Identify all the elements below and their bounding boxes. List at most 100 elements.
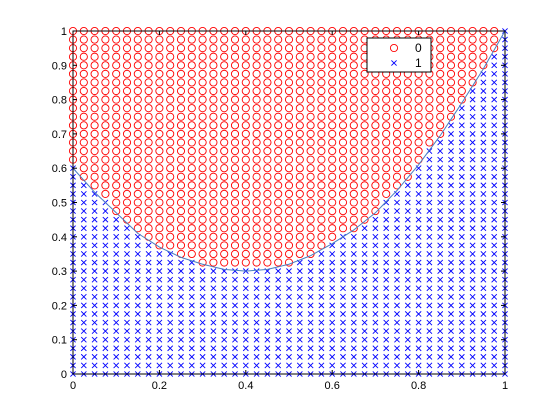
data-point-class-1 bbox=[458, 328, 465, 335]
data-point-class-1 bbox=[221, 362, 228, 369]
data-point-class-0 bbox=[328, 35, 337, 44]
data-point-class-1 bbox=[480, 199, 487, 206]
data-point-class-1 bbox=[437, 345, 444, 352]
data-point-class-0 bbox=[198, 104, 207, 113]
data-point-class-1 bbox=[178, 345, 184, 352]
data-point-class-1 bbox=[145, 242, 152, 249]
data-point-class-0 bbox=[166, 172, 175, 181]
data-point-class-0 bbox=[317, 86, 326, 96]
data-point-class-1 bbox=[199, 319, 206, 326]
data-point-class-0 bbox=[403, 164, 412, 173]
data-point-class-0 bbox=[144, 44, 153, 53]
data-point-class-1 bbox=[188, 345, 195, 352]
data-point-class-0 bbox=[133, 224, 142, 233]
data-point-class-0 bbox=[446, 44, 456, 53]
data-point-class-1 bbox=[80, 182, 87, 189]
data-point-class-0 bbox=[274, 258, 283, 267]
data-point-class-0 bbox=[317, 146, 326, 156]
data-point-class-0 bbox=[328, 189, 337, 198]
data-point-class-1 bbox=[458, 353, 465, 360]
data-point-class-1 bbox=[296, 302, 303, 309]
y-tick-label: 0.4 bbox=[52, 232, 67, 244]
data-point-class-1 bbox=[448, 130, 454, 137]
data-point-class-0 bbox=[349, 189, 358, 198]
data-point-class-1 bbox=[415, 251, 422, 257]
data-point-class-0 bbox=[155, 146, 164, 156]
data-point-class-0 bbox=[414, 129, 423, 138]
data-point-class-1 bbox=[156, 328, 163, 335]
data-point-class-0 bbox=[338, 129, 348, 138]
data-point-class-1 bbox=[394, 311, 400, 317]
data-point-class-0 bbox=[230, 69, 240, 78]
data-point-class-0 bbox=[155, 155, 164, 164]
data-point-class-0 bbox=[220, 44, 229, 53]
data-point-class-1 bbox=[458, 216, 465, 223]
data-point-class-1 bbox=[134, 268, 141, 275]
data-point-class-1 bbox=[113, 276, 120, 283]
data-point-class-0 bbox=[392, 181, 402, 190]
data-point-class-0 bbox=[284, 95, 294, 104]
data-point-class-0 bbox=[187, 129, 196, 138]
data-point-class-1 bbox=[469, 328, 476, 335]
data-point-class-0 bbox=[155, 86, 164, 96]
data-point-class-1 bbox=[491, 139, 498, 146]
data-point-class-1 bbox=[286, 293, 292, 300]
data-point-class-1 bbox=[415, 191, 422, 197]
data-point-class-1 bbox=[318, 336, 325, 343]
data-point-class-1 bbox=[318, 259, 325, 266]
data-point-class-0 bbox=[133, 164, 142, 173]
data-point-class-0 bbox=[133, 52, 142, 61]
data-point-class-0 bbox=[274, 44, 283, 53]
data-point-class-1 bbox=[296, 328, 303, 335]
y-tick-label: 0 bbox=[61, 369, 67, 381]
data-point-class-1 bbox=[232, 293, 238, 300]
data-point-class-0 bbox=[176, 164, 186, 173]
data-point-class-0 bbox=[306, 198, 315, 207]
data-point-class-1 bbox=[361, 268, 368, 275]
data-point-class-1 bbox=[480, 191, 487, 197]
data-point-class-0 bbox=[338, 95, 348, 104]
data-point-class-1 bbox=[480, 139, 487, 146]
data-point-class-0 bbox=[392, 172, 402, 181]
data-point-class-1 bbox=[318, 362, 325, 369]
data-point-class-0 bbox=[241, 121, 250, 130]
data-point-class-0 bbox=[209, 258, 218, 267]
data-point-class-0 bbox=[295, 172, 304, 181]
data-point-class-1 bbox=[394, 293, 400, 300]
data-point-class-0 bbox=[349, 198, 358, 207]
data-point-class-0 bbox=[274, 112, 283, 121]
data-point-class-0 bbox=[90, 121, 99, 130]
data-point-class-1 bbox=[80, 225, 87, 232]
data-point-class-1 bbox=[350, 293, 357, 300]
data-point-class-0 bbox=[155, 61, 164, 70]
data-point-class-0 bbox=[133, 86, 142, 96]
data-point-class-1 bbox=[102, 362, 109, 369]
data-point-class-0 bbox=[220, 198, 229, 207]
data-point-class-0 bbox=[209, 69, 218, 78]
data-point-class-0 bbox=[176, 224, 186, 233]
data-point-class-0 bbox=[101, 155, 110, 164]
data-point-class-1 bbox=[404, 336, 411, 343]
data-point-class-0 bbox=[392, 146, 402, 156]
data-point-class-0 bbox=[220, 86, 229, 96]
data-point-class-1 bbox=[340, 302, 346, 309]
data-point-class-0 bbox=[295, 138, 304, 147]
data-point-class-1 bbox=[361, 259, 368, 266]
data-point-class-1 bbox=[91, 208, 98, 214]
data-point-class-1 bbox=[480, 345, 487, 352]
data-point-class-1 bbox=[253, 328, 260, 335]
data-point-class-1 bbox=[286, 268, 292, 275]
data-point-class-0 bbox=[284, 155, 294, 164]
data-point-class-0 bbox=[187, 164, 196, 173]
data-point-class-0 bbox=[252, 138, 261, 147]
data-point-class-1 bbox=[394, 319, 400, 326]
data-point-class-1 bbox=[426, 216, 433, 223]
data-point-class-0 bbox=[403, 104, 412, 113]
data-point-class-1 bbox=[134, 302, 141, 309]
data-point-class-1 bbox=[210, 276, 217, 283]
data-point-class-1 bbox=[437, 268, 444, 275]
data-point-class-0 bbox=[317, 78, 326, 87]
data-point-class-0 bbox=[176, 215, 186, 224]
data-point-class-1 bbox=[491, 302, 498, 309]
data-point-class-1 bbox=[404, 276, 411, 283]
